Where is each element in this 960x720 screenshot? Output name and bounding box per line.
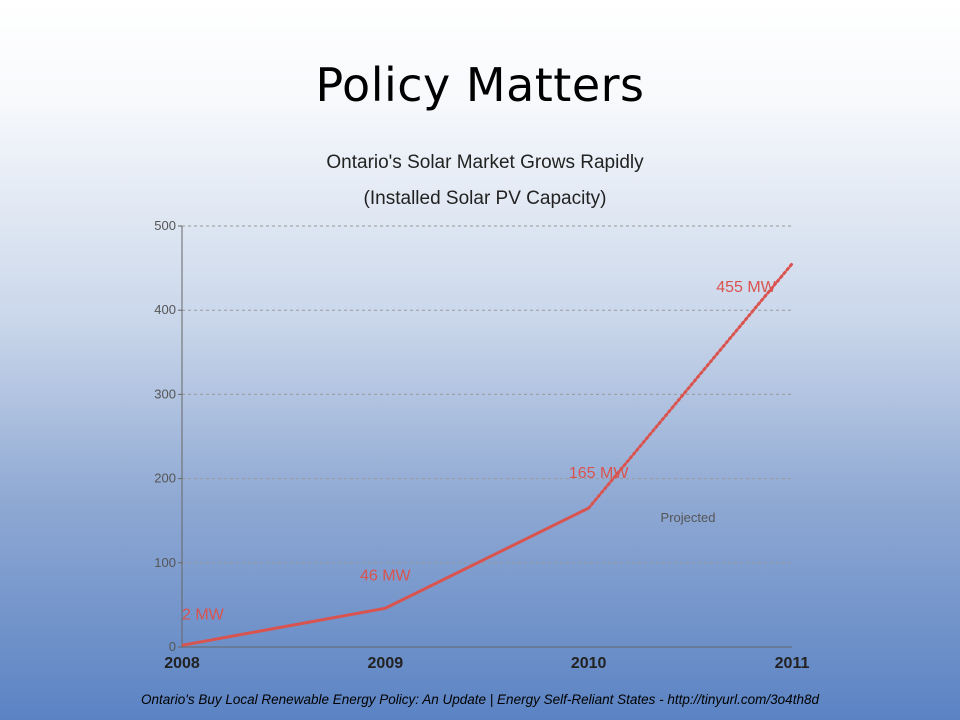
y-tick-label: 300 xyxy=(154,386,176,401)
y-tick-label: 500 xyxy=(154,218,176,233)
y-tick-label: 200 xyxy=(154,471,176,486)
x-axis-ticks: 2008 2009 2010 2011 xyxy=(164,655,809,672)
y-tick-label: 100 xyxy=(154,555,176,570)
chart-title: Ontario's Solar Market Grows Rapidly xyxy=(326,152,644,173)
x-tick-label: 2009 xyxy=(368,655,404,672)
slide-title: Policy Matters xyxy=(315,58,645,112)
y-tick-label: 400 xyxy=(154,302,176,317)
data-labels: 2 MW 46 MW 165 MW 455 MW xyxy=(182,279,777,623)
data-label: 165 MW xyxy=(569,465,629,482)
series-line-projected xyxy=(587,262,794,510)
y-axis-ticks: 0 100 200 300 400 500 xyxy=(154,218,182,654)
series-line-actual xyxy=(181,506,590,647)
y-tick-label: 0 xyxy=(169,639,176,654)
x-tick-label: 2011 xyxy=(775,655,810,672)
source-footer: Ontario's Buy Local Renewable Energy Pol… xyxy=(141,692,819,707)
data-label: 2 MW xyxy=(182,606,225,623)
axes xyxy=(181,226,792,648)
data-label: 455 MW xyxy=(716,279,776,296)
data-label: 46 MW xyxy=(360,567,412,584)
chart-subtitle: (Installed Solar PV Capacity) xyxy=(364,188,607,209)
x-tick-label: 2010 xyxy=(571,655,607,672)
projected-annotation: Projected xyxy=(661,510,716,525)
x-tick-label: 2008 xyxy=(164,655,200,672)
series-lines xyxy=(181,262,794,647)
